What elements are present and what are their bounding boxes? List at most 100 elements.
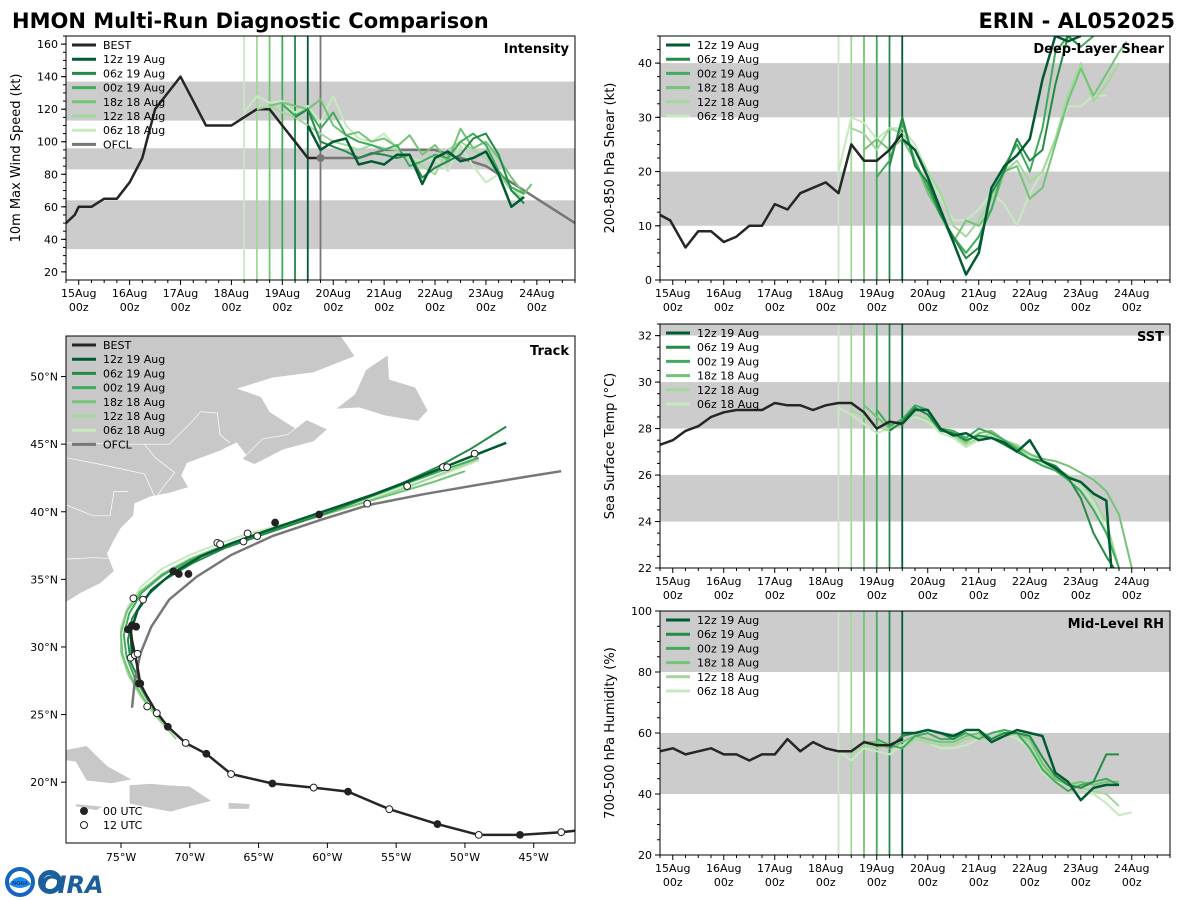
sst-ytick-label: 24: [638, 516, 652, 529]
rh-band-1: [660, 611, 1170, 672]
shear-xtick-label: 20Aug: [910, 287, 945, 300]
shear-ytick-label: 30: [638, 111, 652, 124]
intensity-title: Intensity: [504, 42, 570, 57]
shear-xtick-label: 00z: [1020, 301, 1040, 314]
intensity-legend-label-ofcl: OFCL: [103, 138, 133, 151]
track-forecast-marker: [253, 532, 262, 540]
intensity-ytick-label: 20: [44, 266, 58, 279]
sst-xtick-label: 00z: [1122, 589, 1142, 602]
shear-series-12z-18-aug: [850, 62, 1120, 238]
best-track-marker: [181, 739, 190, 747]
intensity-ytick-label: 100: [37, 136, 58, 149]
intensity-series-06z-18-aug: [243, 95, 525, 195]
shear-xtick-label: 21Aug: [961, 287, 996, 300]
track-xtick-label: 65°W: [243, 851, 273, 864]
shear-xtick-label: 18Aug: [808, 287, 843, 300]
rh-legend-label-12z-19-aug: 12z 19 Aug: [697, 614, 759, 627]
shear-xtick-label: 16Aug: [706, 287, 741, 300]
shear-legend-label-18z-18-aug: 18z 18 Aug: [697, 82, 759, 95]
intensity-ytick-label: 40: [44, 233, 58, 246]
track-line-06z-18-aug: [120, 459, 480, 750]
sst-ylabel: Sea Surface Temp (°C): [603, 373, 618, 520]
track-forecast-marker: [470, 449, 479, 458]
shear-legend-label-12z-19-aug: 12z 19 Aug: [697, 39, 759, 52]
cira-logo: CIRA: [38, 870, 104, 899]
rh-legend-label-06z-19-aug: 06z 19 Aug: [697, 628, 759, 641]
rh-xtick-label: 00z: [969, 876, 989, 889]
shear-xtick-label: 15Aug: [655, 287, 690, 300]
noaa-logo: NOAA: [5, 867, 35, 897]
rh-xtick-label: 21Aug: [961, 862, 996, 875]
shear-xtick-label: 00z: [1122, 301, 1142, 314]
sst-xtick-label: 00z: [1071, 589, 1091, 602]
rh-series-best: [660, 737, 903, 762]
sst-legend-label-00z-19-aug: 00z 19 Aug: [697, 355, 759, 368]
sst-legend-label-12z-19-aug: 12z 19 Aug: [697, 327, 759, 340]
sst-xtick-label: 00z: [765, 589, 785, 602]
shear-xtick-label: 00z: [765, 301, 785, 314]
sst-xtick-label: 00z: [867, 589, 887, 602]
best-track-marker: [516, 830, 524, 839]
track-panel: 75°W 70°W 65°W 60°W 55°W 50°W 45°W 20°N 25°N 30°N…: [30, 335, 576, 864]
best-track-marker: [136, 679, 145, 688]
rh-series-12z-19-aug: [902, 728, 1119, 802]
track-plot-area: [66, 336, 575, 839]
noaa-logo-text: NOAA: [12, 881, 28, 887]
sst-series-best: [660, 401, 903, 446]
intensity-xtick-label: 00z: [222, 301, 242, 314]
sst-xtick-label: 18Aug: [808, 575, 843, 588]
best-track-marker: [128, 621, 136, 630]
sst-xtick-label: 23Aug: [1063, 575, 1098, 588]
intensity-legend-label-12z-19-aug: 12z 19 Aug: [103, 53, 165, 66]
rh-panel: 2040608010015Aug00z16Aug00z17Aug00z18Aug…: [603, 605, 1171, 889]
shear-xtick-label: 00z: [867, 301, 887, 314]
sst-xtick-label: 00z: [663, 589, 683, 602]
intensity-ytick-label: 160: [37, 38, 58, 51]
sst-title: SST: [1137, 330, 1164, 345]
map-border-3: [66, 557, 109, 560]
best-track-marker: [344, 787, 352, 796]
intensity-xtick-label: 00z: [425, 301, 445, 314]
track-forecast-marker: [174, 570, 183, 578]
intensity-legend-label-00z-19-aug: 00z 19 Aug: [103, 82, 165, 95]
sst-legend-label-06z-18-aug: 06z 18 Aug: [697, 398, 759, 411]
shear-xtick-label: 24Aug: [1114, 287, 1149, 300]
rh-xtick-label: 00z: [714, 876, 734, 889]
shear-band-0: [660, 171, 1170, 226]
rh-series-00z-19-aug: [876, 729, 1120, 792]
intensity-xtick-label: 16Aug: [112, 287, 147, 300]
sst-band-2: [660, 324, 1170, 336]
best-track-marker: [433, 820, 442, 828]
shear-xtick-label: 19Aug: [859, 287, 894, 300]
track-forecast-marker: [152, 709, 161, 718]
track-legend-label-00z-19-aug: 00z 19 Aug: [103, 382, 165, 395]
figure-title: HMON Multi-Run Diagnostic Comparison: [12, 9, 489, 33]
track-forecast-marker: [315, 510, 324, 519]
rh-xtick-label: 17Aug: [757, 862, 792, 875]
shear-xtick-label: 00z: [816, 301, 836, 314]
intensity-series-12z-19-aug: [306, 124, 525, 209]
sst-xtick-label: 00z: [969, 589, 989, 602]
track-forecast-marker: [129, 594, 138, 603]
track-title: Track: [530, 344, 569, 359]
map-border-0: [66, 411, 230, 445]
track-legend-label-06z-19-aug: 06z 19 Aug: [103, 367, 165, 380]
sst-ytick-label: 26: [638, 469, 652, 482]
jamaica: [75, 803, 105, 811]
sst-xtick-label: 15Aug: [655, 575, 690, 588]
rh-xtick-label: 00z: [1071, 876, 1091, 889]
best-track-marker: [163, 722, 172, 731]
rh-xtick-label: 19Aug: [859, 862, 894, 875]
track-line-ofcl: [130, 469, 562, 708]
shear-legend-label-06z-19-aug: 06z 19 Aug: [697, 53, 759, 66]
rh-xtick-label: 23Aug: [1063, 862, 1098, 875]
track-ytick-label: 20°N: [30, 776, 58, 789]
rh-ylabel: 700-500 hPa Humidity (%): [603, 647, 618, 819]
shear-series-best: [660, 132, 904, 249]
intensity-xtick-label: 00z: [69, 301, 89, 314]
track-ytick-label: 40°N: [30, 506, 58, 519]
sst-ytick-label: 32: [638, 330, 652, 343]
intensity-xtick-label: 15Aug: [61, 287, 96, 300]
intensity-xtick-label: 00z: [374, 301, 394, 314]
track-frame: [65, 335, 576, 844]
